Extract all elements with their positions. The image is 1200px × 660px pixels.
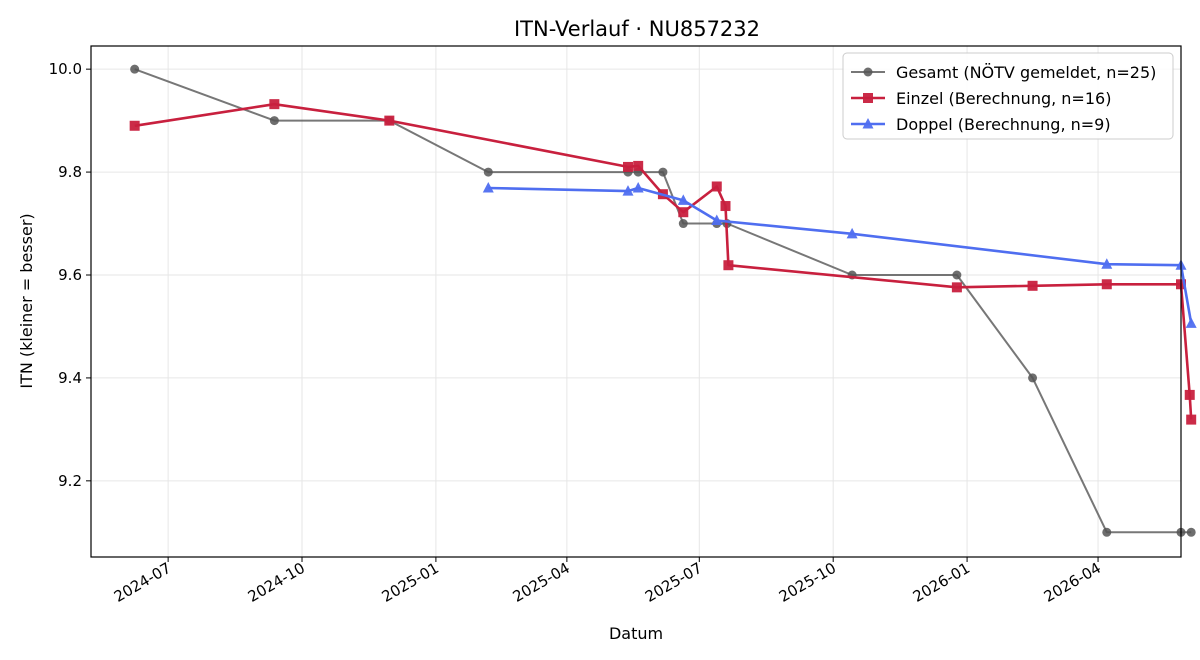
- data-point: [678, 207, 689, 218]
- data-point: [1185, 317, 1197, 328]
- y-tick-label: 10.0: [49, 60, 82, 78]
- y-axis: 9.2 9.4 9.6 9.8 10.0: [49, 60, 91, 490]
- data-point: [482, 182, 494, 193]
- data-point: [1101, 258, 1113, 269]
- data-point: [633, 160, 644, 171]
- series-line: [134, 68, 1192, 534]
- data-point: [1027, 280, 1038, 291]
- data-point: [483, 167, 493, 177]
- y-tick-label: 9.8: [58, 163, 82, 181]
- data-point: [846, 227, 858, 239]
- data-point: [951, 282, 962, 293]
- data-point: [720, 201, 731, 212]
- data-point: [952, 270, 962, 280]
- y-axis-label: ITN (kleiner = besser): [17, 213, 36, 388]
- data-point: [658, 167, 668, 177]
- data-point: [130, 64, 140, 74]
- series-triangle: [482, 182, 1197, 328]
- series-line: [134, 102, 1193, 420]
- data-point: [678, 219, 688, 229]
- data-point: [1186, 414, 1197, 425]
- y-tick-label: 9.4: [58, 369, 82, 387]
- series-square: [129, 99, 1197, 425]
- data-point: [711, 214, 723, 225]
- data-point: [622, 185, 634, 196]
- legend-entry: Doppel (Berechnung, n=9): [851, 115, 1111, 134]
- legend-label: Gesamt (NÖTV gemeldet, n=25): [896, 63, 1156, 82]
- data-point: [1186, 527, 1196, 537]
- data-point: [1028, 373, 1038, 383]
- legend-marker: [863, 93, 873, 103]
- legend-frame: [842, 52, 1174, 140]
- legend-entry: Gesamt (NÖTV gemeldet, n=25): [851, 63, 1156, 82]
- data-point: [1101, 279, 1112, 290]
- legend: Gesamt (NÖTV gemeldet, n=25) Einzel (Bere…: [842, 52, 1174, 140]
- data-point: [632, 182, 644, 193]
- legend-marker: [862, 118, 874, 129]
- y-tick-label: 9.6: [58, 266, 82, 284]
- chart-title: ITN-Verlauf · NU857232: [514, 17, 760, 41]
- legend-entry: Einzel (Berechnung, n=16): [851, 89, 1111, 108]
- legend-marker: [863, 67, 873, 77]
- data-point: [622, 161, 633, 172]
- data-point: [384, 115, 395, 126]
- data-point: [711, 181, 722, 192]
- legend-label: Doppel (Berechnung, n=9): [896, 115, 1111, 134]
- data-point: [129, 120, 140, 131]
- data-point: [677, 194, 689, 205]
- y-tick-label: 9.2: [58, 472, 82, 490]
- data-point: [269, 99, 280, 110]
- legend-label: Einzel (Berechnung, n=16): [896, 89, 1111, 108]
- plot-frame: [90, 45, 1182, 558]
- series-layer: [129, 64, 1197, 537]
- data-point: [269, 116, 279, 126]
- data-point: [723, 260, 734, 271]
- x-axis-label: Datum: [609, 624, 663, 643]
- data-point: [1184, 389, 1195, 400]
- data-point: [1102, 527, 1112, 537]
